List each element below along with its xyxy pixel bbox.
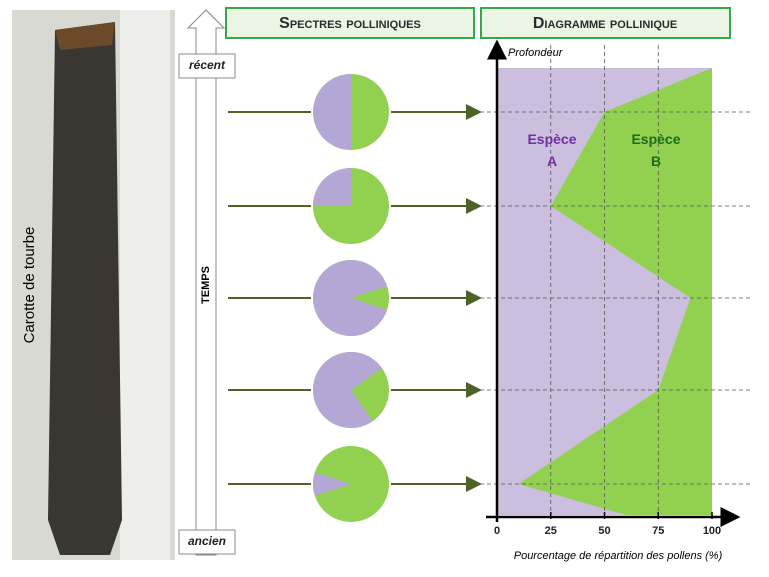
label-a: Espèce A (527, 131, 576, 169)
x-tick-label: 100 (703, 525, 721, 537)
pie-a (313, 168, 351, 206)
ancien-box (178, 529, 236, 555)
ancien-label: ancien (188, 534, 226, 548)
photo-tube (120, 10, 170, 560)
photo-label: Carotte de tourbe (21, 227, 38, 344)
pie-a (313, 74, 351, 150)
time-label: TEMPS (200, 266, 212, 304)
x-tick-label: 50 (598, 525, 610, 537)
header-right: Diagramme pollinique (533, 15, 677, 32)
y-axis-label: Profondeur (508, 47, 564, 59)
x-tick-label: 0 (494, 525, 500, 537)
recent-box (178, 53, 236, 79)
area-b (518, 68, 712, 515)
recent-label: récent (189, 58, 226, 72)
pie-a (313, 351, 383, 428)
pie-a (313, 259, 388, 337)
header-box (480, 7, 731, 39)
pie-a (313, 472, 351, 496)
peat-top (55, 22, 115, 50)
x-axis-label: Pourcentage de répartition des pollens (… (514, 550, 723, 562)
header-left: Spectres polliniques (279, 15, 421, 32)
peat-core (48, 22, 122, 555)
x-tick-label: 25 (545, 525, 557, 537)
x-tick-label: 75 (652, 525, 664, 537)
label-b: Espèce B (631, 131, 680, 169)
time-arrow (186, 9, 226, 556)
header-box (225, 7, 475, 39)
